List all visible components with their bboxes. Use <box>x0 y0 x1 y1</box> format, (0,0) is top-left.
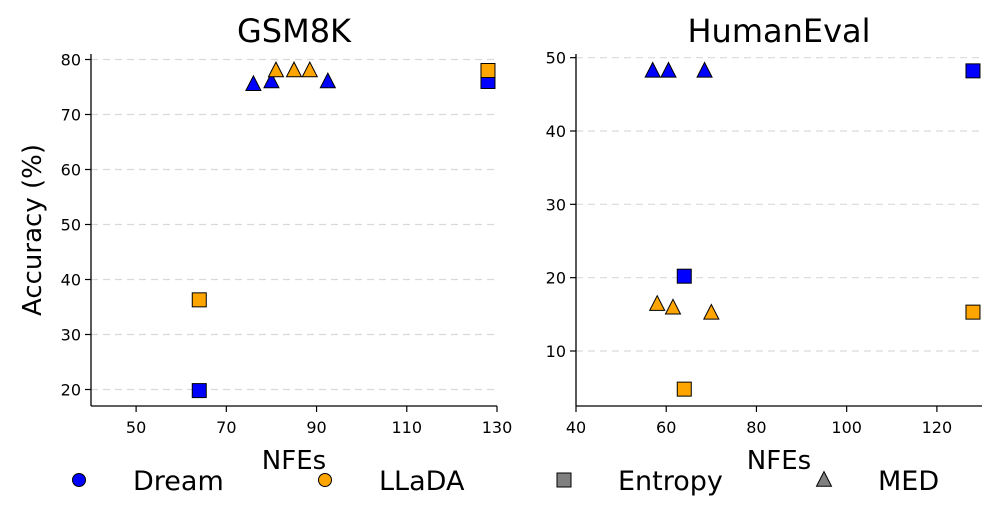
legend-label: LLaDA <box>379 466 465 497</box>
x-tick-label: 100 <box>831 418 862 437</box>
y-tick-label: 20 <box>61 381 81 400</box>
legend-label: MED <box>878 466 939 497</box>
y-tick-label: 40 <box>61 271 81 290</box>
y-tick-label: 30 <box>546 195 566 214</box>
data-point-dream-med <box>696 61 713 78</box>
data-point-llada-entropy <box>480 63 496 78</box>
legend-marker-square <box>556 472 572 488</box>
legend-entry-entropy: Entropy <box>556 466 723 497</box>
subplot-gsm8k: 20 30 40 50 60 70 80 50 70 90 110 130 GSM8K NFEs Accur… <box>18 12 512 476</box>
y-tick-label: 60 <box>61 161 81 180</box>
legend-entry-med: MED <box>815 466 939 497</box>
data-point-llada-entropy <box>965 304 981 320</box>
subplot-humaneval: 10 20 30 40 50 40 60 80 100 120 HumanEval NFEs <box>546 12 982 476</box>
data-point-llada-med <box>285 60 303 78</box>
x-axis-label: NFEs <box>262 446 326 476</box>
y-tick-label: 20 <box>546 269 566 288</box>
data-point-dream-med <box>263 71 280 89</box>
data-point-dream-med <box>660 61 677 78</box>
y-tick-label: 10 <box>546 342 566 361</box>
x-tick-label: 50 <box>126 418 146 437</box>
data-point-dream-entropy <box>965 63 981 79</box>
data-point-llada-med <box>301 60 319 78</box>
x-tick-label: 60 <box>656 418 676 437</box>
legend-marker-circle <box>318 473 332 487</box>
legend: Dream LLaDA Entropy MED <box>72 466 939 497</box>
y-axis-label: Accuracy (%) <box>18 144 48 316</box>
y-tick-label: 70 <box>61 106 81 125</box>
data-point-dream-med <box>319 71 337 89</box>
y-tick-label: 50 <box>546 49 566 68</box>
data-point-dream-entropy <box>676 268 692 284</box>
data-point-dream-entropy <box>191 383 207 399</box>
y-tick-label: 80 <box>61 51 81 70</box>
legend-marker-circle <box>72 473 86 487</box>
x-tick-label: 130 <box>482 418 513 437</box>
x-tick-label: 120 <box>922 418 953 437</box>
x-tick-label: 70 <box>216 418 236 437</box>
x-tick-label: 110 <box>392 418 423 437</box>
data-point-dream-med <box>644 61 662 78</box>
legend-marker-triangle <box>815 470 833 487</box>
chart-title: HumanEval <box>687 12 870 50</box>
data-point-dream-med <box>245 74 262 92</box>
legend-entry-dream: Dream <box>72 466 224 497</box>
x-axis-label: NFEs <box>747 446 811 476</box>
x-tick-label: 40 <box>566 418 586 437</box>
y-tick-label: 30 <box>61 326 81 345</box>
data-point-llada-med <box>267 60 285 78</box>
y-tick-label: 50 <box>61 216 81 235</box>
legend-label: Entropy <box>618 466 723 497</box>
y-tick-label: 40 <box>546 122 566 141</box>
data-point-llada-entropy <box>191 292 207 308</box>
x-tick-label: 90 <box>306 418 326 437</box>
legend-label: Dream <box>133 466 224 497</box>
data-point-llada-med <box>703 303 720 320</box>
data-point-llada-med <box>664 298 682 315</box>
chart-title: GSM8K <box>237 12 352 50</box>
data-point-llada-med <box>648 294 666 311</box>
legend-entry-llada: LLaDA <box>318 466 465 497</box>
x-tick-label: 80 <box>746 418 766 437</box>
data-point-llada-entropy <box>676 381 692 397</box>
